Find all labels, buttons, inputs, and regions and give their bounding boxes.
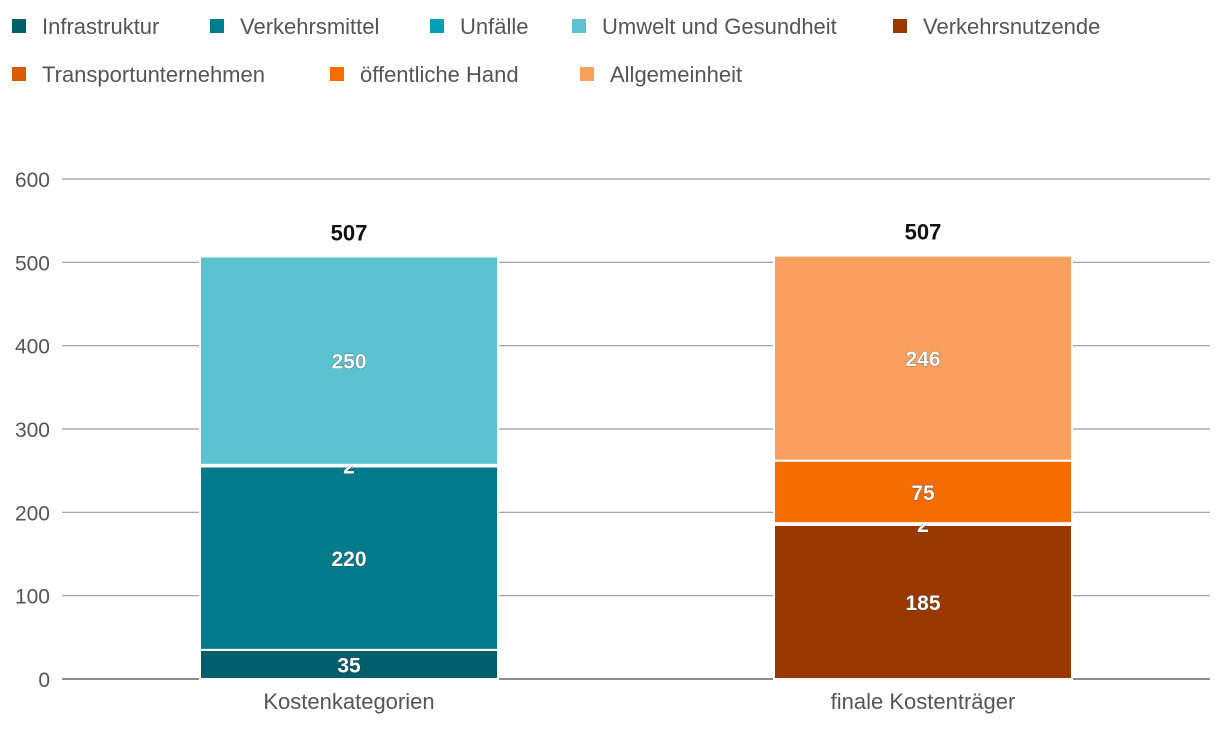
legend-swatch <box>210 19 224 33</box>
segment-label: 220 <box>331 548 366 571</box>
segment-label: 185 <box>905 592 940 615</box>
bar-segment <box>773 523 1073 680</box>
total-label: 507 <box>331 221 368 246</box>
legend-label: Umwelt und Gesundheit <box>602 14 837 39</box>
x-category-label: Kostenkategorien <box>263 689 434 714</box>
bar-segment <box>773 459 1073 525</box>
legend-label: öffentliche Hand <box>360 62 519 87</box>
legend-label: Verkehrsmittel <box>240 14 379 39</box>
bar-segment <box>773 254 1073 462</box>
x-category-label: finale Kostenträger <box>831 689 1016 714</box>
legend-label: Allgemeinheit <box>610 62 742 87</box>
legend-label: Verkehrsnutzende <box>923 14 1100 39</box>
legend-swatch <box>430 19 444 33</box>
y-tick-label: 500 <box>15 252 50 275</box>
x-axis: Kostenkategorien finale Kostenträger <box>263 689 1015 714</box>
legend: Infrastruktur Verkehrsmittel Unfälle Umwelt… <box>12 14 1100 87</box>
y-tick-label: 0 <box>38 669 50 692</box>
legend-swatch <box>12 67 26 81</box>
bar-segment <box>199 465 499 651</box>
y-tick-label: 400 <box>15 336 50 359</box>
y-axis: 0 100 200 300 400 500 600 <box>15 169 50 692</box>
y-tick-label: 300 <box>15 419 50 442</box>
total-label: 507 <box>905 220 942 245</box>
legend-label: Transportunternehmen <box>42 62 265 87</box>
bar-segment <box>199 255 499 466</box>
y-tick-label: 100 <box>15 586 50 609</box>
legend-label: Unfälle <box>460 14 528 39</box>
y-tick-label: 600 <box>15 169 50 192</box>
segment-label: 75 <box>911 482 935 505</box>
segment-label: 35 <box>337 654 361 677</box>
legend-swatch <box>580 67 594 81</box>
legend-swatch <box>330 67 344 81</box>
segment-label: 250 <box>331 351 366 374</box>
y-tick-label: 200 <box>15 502 50 525</box>
segment-label: 246 <box>905 348 940 371</box>
legend-swatch <box>893 19 907 33</box>
legend-swatch <box>572 19 586 33</box>
bar-segment <box>199 648 499 680</box>
legend-label: Infrastruktur <box>42 14 159 39</box>
legend-swatch <box>12 19 26 33</box>
